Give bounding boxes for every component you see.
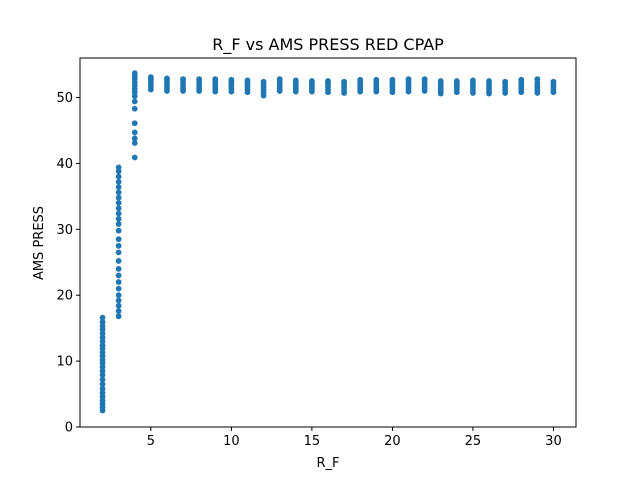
data-point xyxy=(421,76,428,82)
data-point xyxy=(115,194,122,201)
data-point xyxy=(115,200,122,206)
data-point xyxy=(131,120,138,127)
data-point xyxy=(99,376,106,383)
data-point xyxy=(99,381,106,388)
data-point xyxy=(373,76,380,83)
data-point xyxy=(115,164,122,171)
data-point xyxy=(115,242,122,249)
x-tick-label: 30 xyxy=(545,434,562,449)
data-point xyxy=(131,98,138,105)
x-axis-label: R_F xyxy=(316,456,339,471)
data-point xyxy=(518,76,525,83)
x-tick-label: 5 xyxy=(147,434,155,449)
x-axis-ticks: 5 10 15 20 25 30 xyxy=(147,427,562,449)
data-point xyxy=(260,78,267,85)
data-point xyxy=(212,76,219,82)
data-point xyxy=(115,178,122,185)
data-point xyxy=(131,154,138,161)
data-point xyxy=(470,77,476,84)
data-point xyxy=(115,313,122,320)
data-point xyxy=(115,205,122,212)
data-point xyxy=(453,78,460,84)
data-point xyxy=(147,74,154,81)
data-point xyxy=(131,70,138,77)
x-tick-label: 20 xyxy=(384,434,401,449)
data-point xyxy=(115,249,122,256)
data-point xyxy=(131,105,138,112)
data-point xyxy=(292,77,299,84)
y-tick-label: 0 xyxy=(65,421,73,436)
data-point xyxy=(486,78,492,84)
y-tick-label: 40 xyxy=(56,157,73,172)
x-tick-label: 25 xyxy=(465,434,482,449)
data-point xyxy=(164,75,170,82)
data-point xyxy=(115,265,122,272)
plot-frame xyxy=(79,57,577,428)
data-point xyxy=(405,76,412,82)
data-point xyxy=(341,78,347,85)
data-point xyxy=(99,319,106,326)
y-tick-label: 50 xyxy=(56,91,73,106)
data-point xyxy=(115,279,122,285)
data-point xyxy=(115,236,122,243)
data-point xyxy=(115,221,122,227)
data-point xyxy=(276,76,283,82)
chart-title: R_F vs AMS PRESS RED CPAP xyxy=(212,35,444,55)
data-point xyxy=(115,297,122,304)
data-point xyxy=(437,78,444,84)
y-tick-label: 10 xyxy=(56,355,73,370)
data-point xyxy=(131,135,138,142)
data-point xyxy=(550,78,557,85)
data-point xyxy=(115,184,122,191)
y-axis-ticks: 0 10 20 30 40 50 xyxy=(56,91,80,436)
data-point xyxy=(99,314,106,321)
data-point xyxy=(115,215,122,222)
data-point xyxy=(244,77,251,84)
data-point xyxy=(357,76,364,83)
data-point xyxy=(115,272,122,279)
data-point xyxy=(115,227,122,234)
data-point xyxy=(115,189,122,196)
data-point xyxy=(180,76,186,82)
data-point xyxy=(115,302,122,309)
data-point xyxy=(389,76,396,83)
y-tick-label: 30 xyxy=(56,223,73,238)
data-point xyxy=(502,78,509,85)
data-point xyxy=(115,285,122,292)
x-tick-label: 10 xyxy=(223,434,240,449)
data-point xyxy=(309,78,315,84)
data-point xyxy=(115,210,122,217)
data-points xyxy=(99,70,557,414)
data-point xyxy=(99,385,106,392)
data-point xyxy=(534,76,541,82)
data-point xyxy=(115,292,122,299)
y-tick-label: 20 xyxy=(56,289,73,304)
data-point xyxy=(115,173,122,180)
data-point xyxy=(325,78,331,84)
x-tick-label: 15 xyxy=(304,434,321,449)
data-point xyxy=(131,129,138,136)
data-point xyxy=(196,76,203,82)
data-point xyxy=(115,258,122,264)
data-point xyxy=(115,308,122,314)
data-point xyxy=(228,76,235,83)
data-point xyxy=(131,140,138,146)
y-axis-label: AMS PRESS xyxy=(32,206,47,280)
